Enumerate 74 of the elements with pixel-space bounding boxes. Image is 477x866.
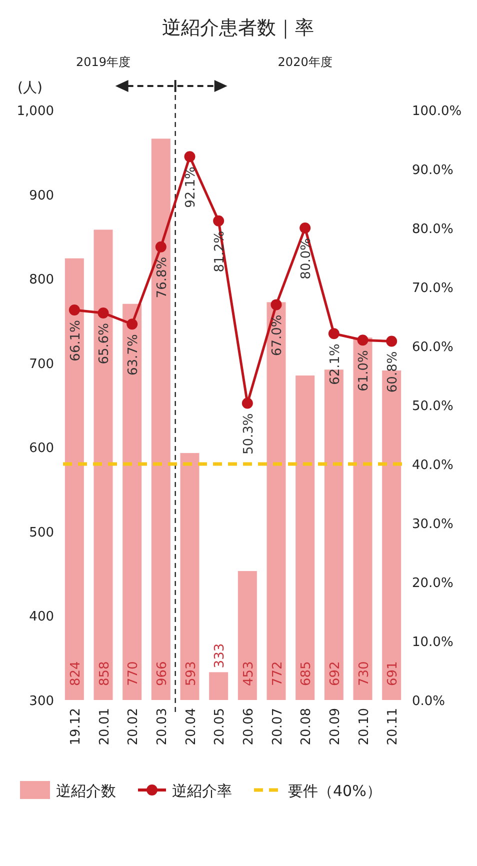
x-tick-label: 20.07 [270,708,286,746]
point [126,318,138,330]
x-tick-label: 20.10 [356,708,372,746]
y2-tick-label: 20.0% [412,576,454,591]
data-label: 60.8% [386,351,401,393]
x-tick-label: 20.05 [212,708,228,746]
point [213,215,224,226]
data-label: 692 [328,661,343,686]
point [386,336,398,347]
x-tick-label: 20.08 [299,708,314,746]
y2-tick-label: 10.0% [412,635,454,650]
x-tick-label: 20.09 [328,708,343,746]
data-label: 50.3% [241,413,256,455]
legend-label: 逆紹介率 [172,782,232,800]
data-label: 730 [356,661,372,686]
y2-tick-label: 0.0% [412,694,446,709]
y2-tick-label: 30.0% [412,517,454,532]
y-axis-title: (人) [18,80,42,96]
y-tick-label: 700 [29,356,54,372]
y2-tick-label: 100.0% [412,104,462,119]
x-tick-label: 20.03 [154,708,170,746]
point [68,304,80,316]
legend-label: 逆紹介数 [56,782,116,800]
legend-label: 要件（40%） [288,782,382,800]
y2-tick-label: 50.0% [412,399,454,414]
data-label: 80.0% [299,238,314,280]
x-tick-label: 20.06 [241,708,256,746]
data-label: 770 [126,661,142,686]
y-tick-label: 1,000 [16,104,54,119]
point [300,222,311,234]
y2-tick-label: 40.0% [412,458,454,473]
y2-tick-label: 80.0% [412,222,454,237]
y-tick-label: 800 [29,272,54,288]
point [242,398,253,409]
data-label: 76.8% [154,256,170,298]
point [98,307,109,318]
y2-tick-label: 70.0% [412,281,454,296]
point [270,299,282,310]
text: 2020年度 [278,55,332,69]
text: 2019年度 [76,55,131,69]
data-label: 92.1% [184,166,199,208]
y-tick-label: 600 [29,441,54,456]
x-tick-label: 20.01 [97,708,112,746]
data-label: 81.2% [212,230,228,272]
point [155,241,166,252]
x-tick-label: 19.12 [68,708,84,746]
y-tick-label: 500 [29,525,54,540]
data-label: 685 [299,661,314,686]
data-label: 61.0% [356,350,372,392]
y-tick-label: 900 [29,188,54,204]
y-tick-label: 300 [29,694,54,709]
data-label: 824 [68,661,84,686]
data-label: 333 [212,643,228,668]
data-label: 593 [184,661,199,686]
data-label: 66.1% [68,320,84,362]
x-tick-label: 20.04 [184,708,199,746]
y-tick-label: 400 [29,610,54,625]
y2-tick-label: 90.0% [412,163,454,178]
data-label: 772 [270,661,286,686]
data-label: 67.0% [270,314,286,356]
point [184,151,196,162]
data-label: 691 [386,661,401,686]
chart-title: 逆紹介患者数｜率 [162,17,314,39]
data-label: 966 [154,661,170,686]
y2-tick-label: 60.0% [412,340,454,355]
data-label: 453 [241,661,256,686]
x-tick-label: 20.02 [126,708,142,746]
x-tick-label: 20.11 [386,708,401,746]
data-label: 858 [97,661,112,686]
point [328,328,340,340]
data-label: 63.7% [126,334,142,376]
data-label: 65.6% [97,322,112,364]
point [357,334,368,346]
data-label: 62.1% [328,344,343,385]
